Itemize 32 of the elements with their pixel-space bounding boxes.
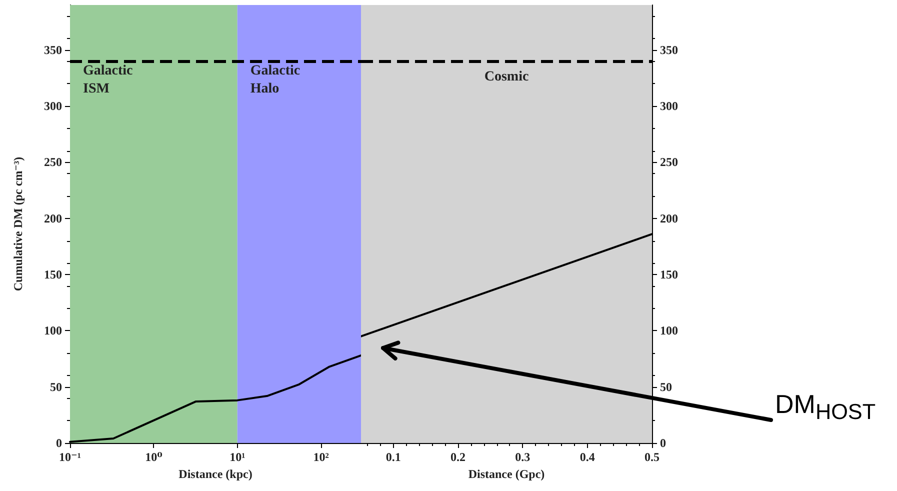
y-tick-label: 300 [660,99,678,114]
y-tick-label: 350 [44,42,62,57]
x-tick-label: 0.3 [515,450,530,464]
text: DM$_{HOST}$ [775,388,876,426]
band-label: Cosmic [484,70,529,84]
y-tick-label: 0 [56,436,62,450]
x-tick-label: 10² [313,450,330,464]
y-tick-label: 200 [660,211,678,226]
band-label: Galactic ISM [83,64,136,96]
x-axis-title: Distance (kpc) [178,466,252,481]
y-tick-label: 300 [44,99,62,114]
y-tick-label: 0 [660,436,666,450]
x-tick-label: 10⁰ [145,450,162,464]
y-tick-label: 350 [660,42,678,57]
x-tick-label: 10¹ [230,450,246,464]
y-tick-label: 150 [44,268,62,282]
x-tick-label: 0.4 [580,450,595,464]
y-tick-label: 100 [44,324,62,338]
x-tick-label: 0.2 [450,450,466,464]
x-tick-label: 0.5 [644,450,660,464]
x-axis-title: Distance (Gpc) [468,466,545,481]
y-tick-label: 100 [660,324,678,338]
y-axis-title: Cumulative DM (pc cm⁻³) [11,156,25,292]
y-tick-label: 250 [660,155,678,170]
y-tick-label: 50 [660,380,672,394]
y-tick-label: 200 [44,211,62,226]
band-label: Galactic Halo [250,64,304,96]
y-tick-label: 250 [44,155,62,170]
y-tick-label: 50 [50,380,62,394]
y-tick-label: 150 [660,268,678,282]
x-tick-label: 0.1 [386,450,401,464]
x-tick-label: 10⁻¹ [59,450,82,464]
